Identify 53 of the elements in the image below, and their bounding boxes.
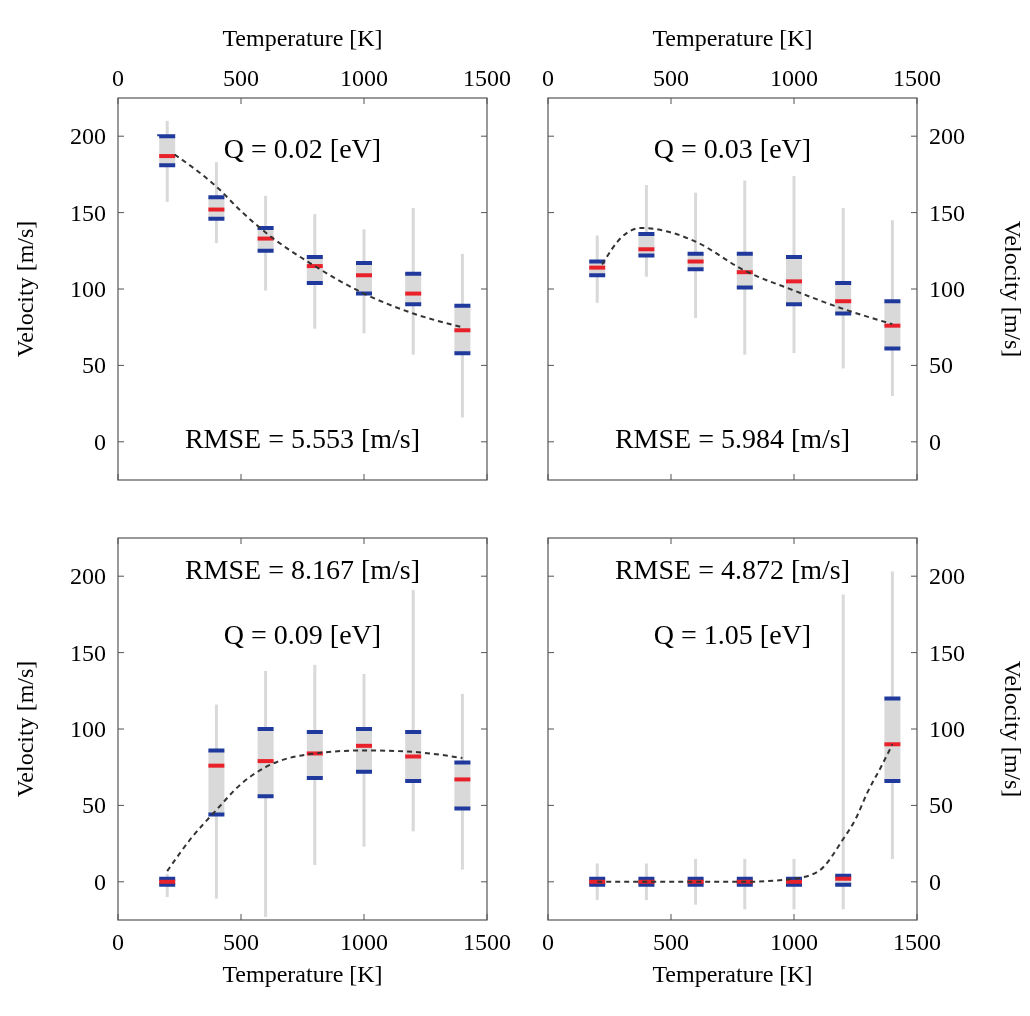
annotation: RMSE = 5.553 [m/s] (184, 423, 421, 455)
x-tick-label: 0 (542, 929, 554, 955)
y-tick-label: 0 (929, 868, 941, 895)
annotation: Q = 0.02 [eV] (223, 132, 382, 164)
annotation: Q = 0.03 [eV] (653, 132, 812, 164)
annotation: RMSE = 5.984 [m/s] (614, 423, 851, 455)
x-tick-label: 0 (542, 65, 554, 91)
x-axis-title: Temperature [K] (652, 961, 813, 987)
y-tick-label: 200 (929, 123, 965, 150)
y-axis-title: Velocity [m/s] (12, 220, 38, 358)
x-tick-label: 1500 (893, 929, 941, 955)
y-axis-title: Velocity [m/s] (1000, 220, 1026, 358)
x-axis-title: Temperature [K] (222, 25, 383, 51)
x-axis-title: Temperature [K] (222, 961, 383, 987)
y-tick-label: 50 (82, 792, 106, 819)
y-tick-label: 0 (94, 428, 106, 455)
x-tick-label: 1500 (463, 65, 511, 91)
y-tick-label: 0 (94, 868, 106, 895)
y-tick-label: 200 (70, 563, 106, 590)
x-tick-label: 0 (112, 65, 124, 91)
annotation: RMSE = 8.167 [m/s] (184, 553, 421, 585)
annotation: Q = 1.05 [eV] (653, 618, 812, 650)
y-tick-label: 50 (929, 352, 953, 379)
annotation: Q = 0.09 [eV] (223, 618, 382, 650)
x-tick-label: 1500 (893, 65, 941, 91)
y-tick-label: 200 (70, 123, 106, 150)
y-axis-title: Velocity [m/s] (12, 660, 38, 798)
y-tick-label: 200 (929, 563, 965, 590)
y-tick-label: 0 (929, 428, 941, 455)
x-tick-label: 1000 (340, 929, 388, 955)
annotation: RMSE = 4.872 [m/s] (614, 553, 851, 585)
line-series (166, 749, 464, 873)
y-tick-label: 150 (929, 199, 965, 226)
x-tick-label: 1500 (463, 929, 511, 955)
x-tick-label: 1000 (770, 65, 818, 91)
y-axis-title: Velocity [m/s] (1000, 660, 1026, 798)
x-tick-label: 1000 (770, 929, 818, 955)
y-tick-label: 100 (70, 276, 106, 302)
y-tick-label: 150 (70, 639, 106, 666)
y-tick-label: 100 (929, 276, 965, 302)
y-tick-label: 100 (70, 716, 106, 742)
y-tick-label: 150 (929, 639, 965, 666)
x-tick-label: 1000 (340, 65, 388, 91)
y-tick-label: 150 (70, 199, 106, 226)
x-tick-label: 500 (223, 929, 259, 955)
y-tick-label: 100 (929, 716, 965, 742)
y-tick-label: 50 (82, 352, 106, 379)
y-tick-label: 50 (929, 792, 953, 819)
x-tick-label: 500 (653, 65, 689, 91)
x-tick-label: 500 (223, 65, 259, 91)
x-tick-label: 0 (112, 929, 124, 955)
x-axis-title: Temperature [K] (652, 25, 813, 51)
x-tick-label: 500 (653, 929, 689, 955)
